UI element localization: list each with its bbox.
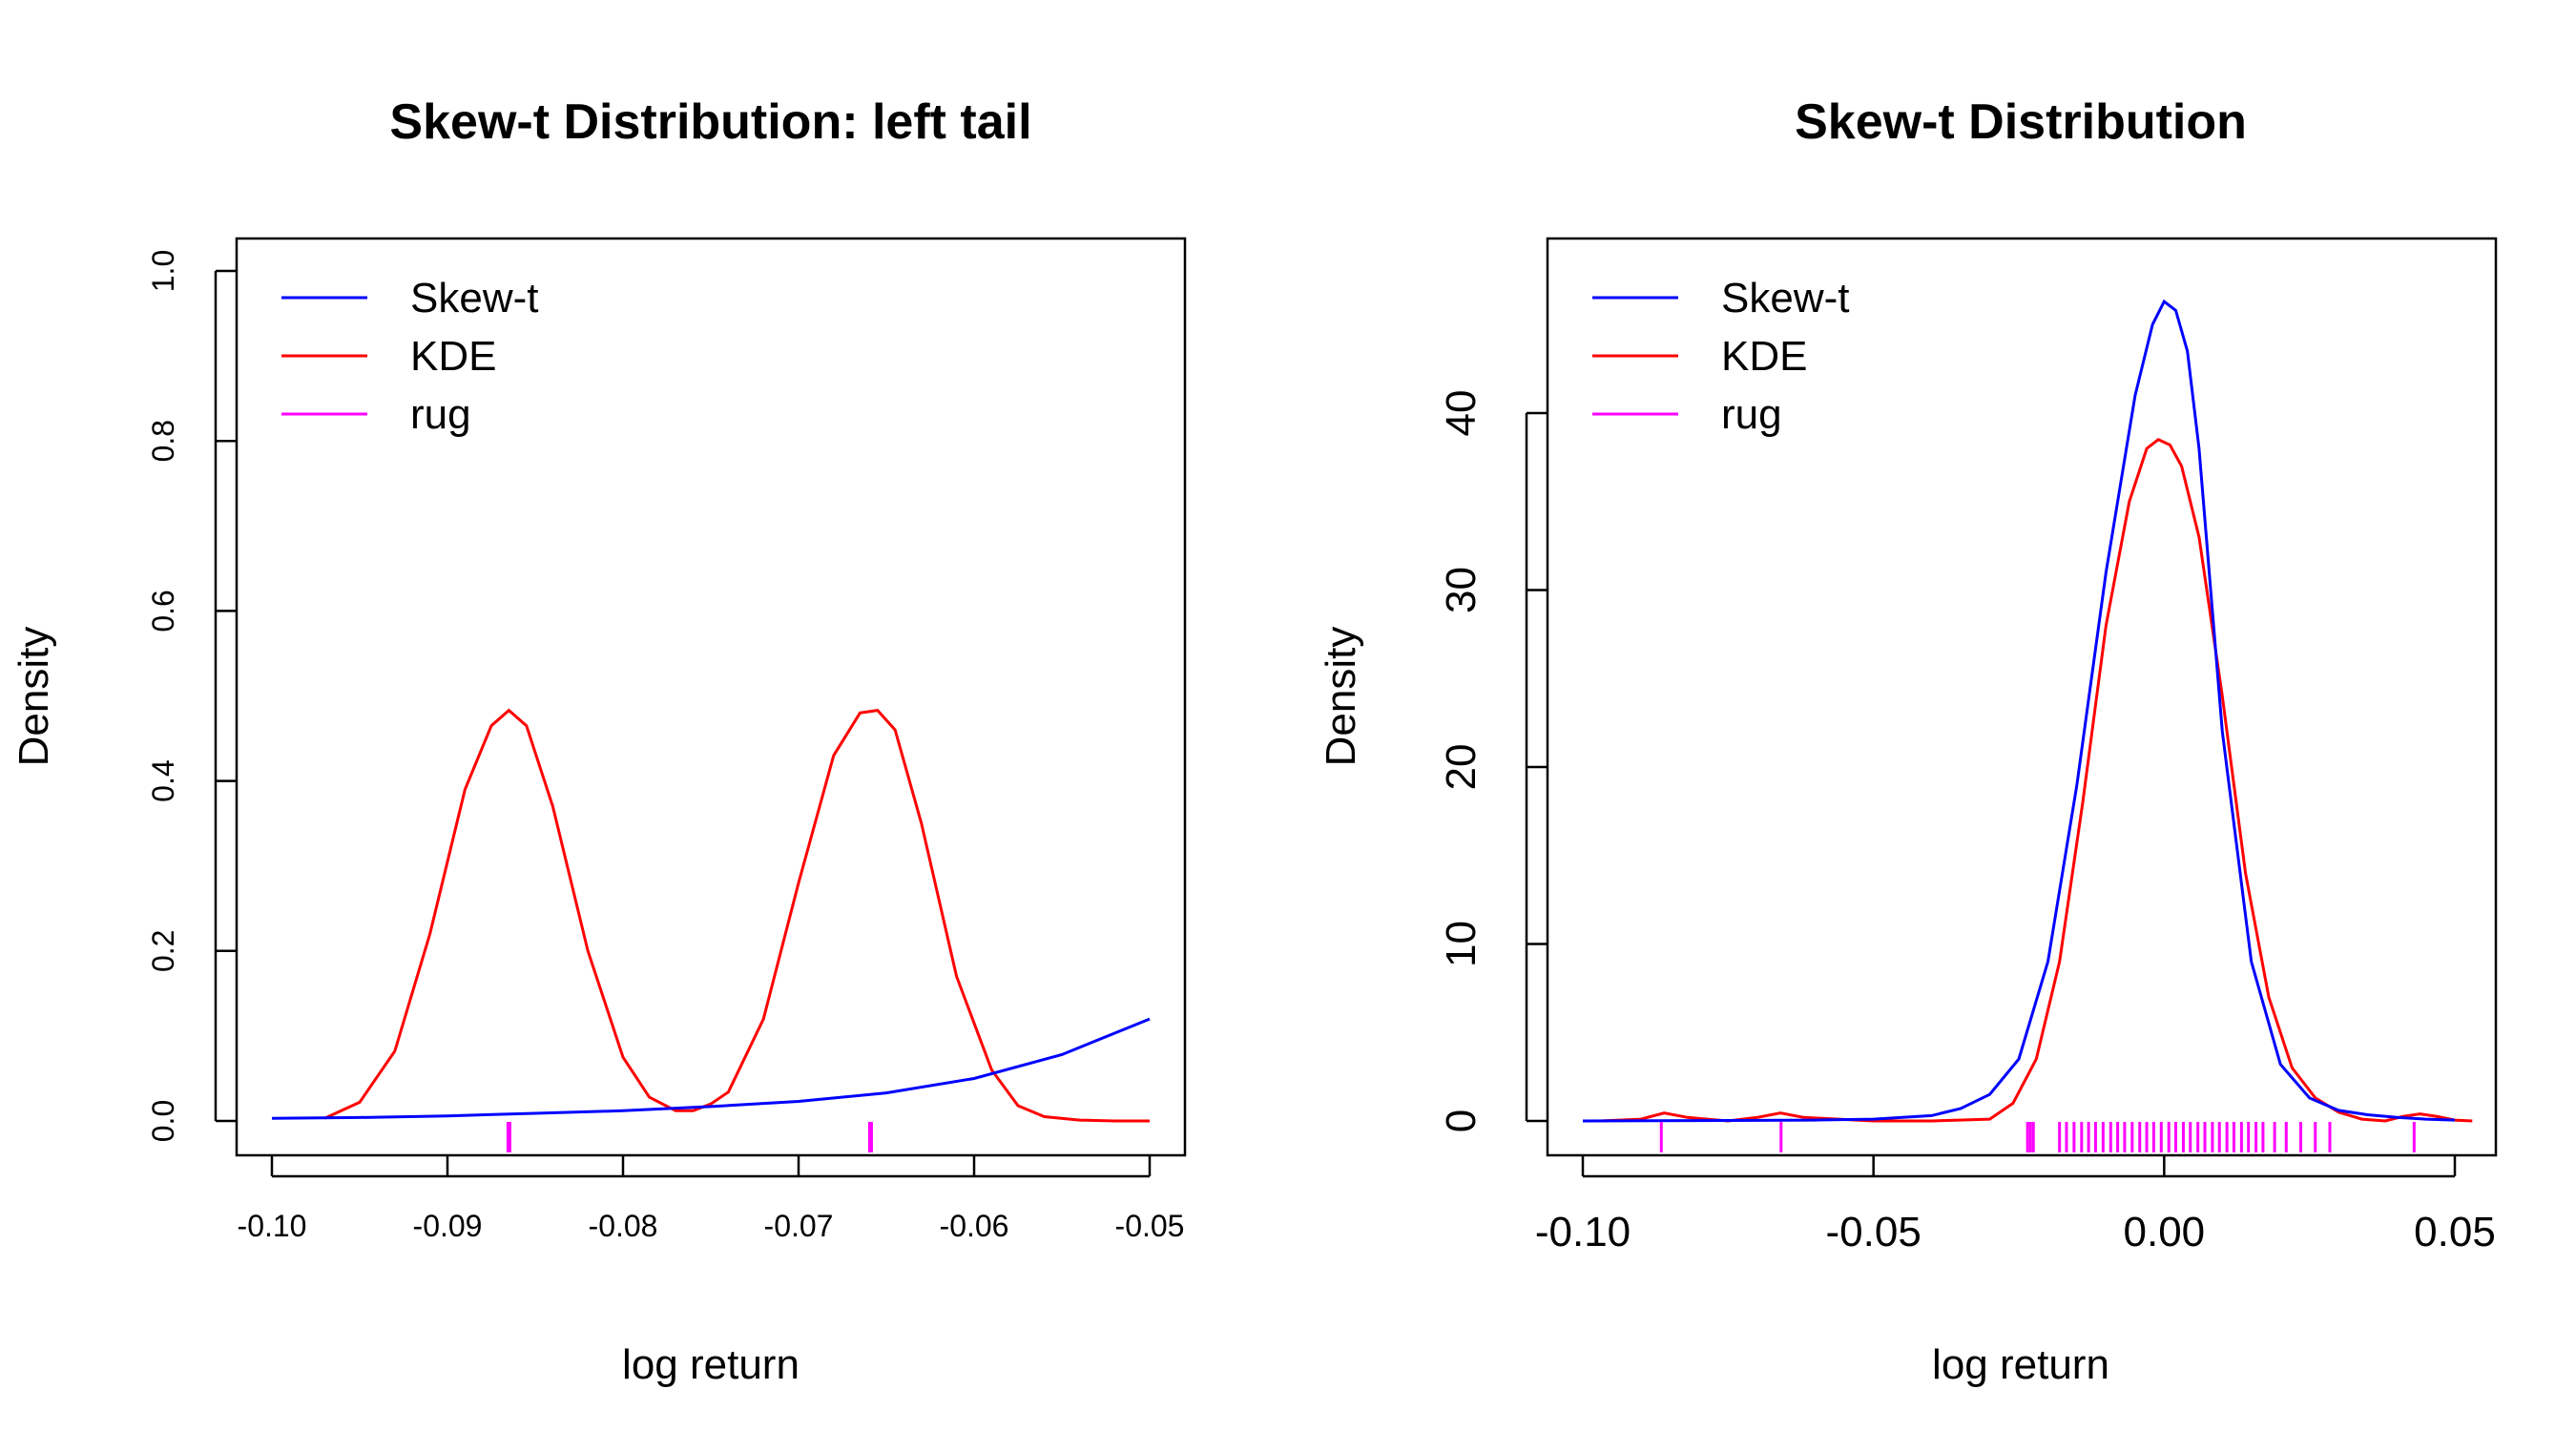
legend-label: rug bbox=[1721, 391, 1782, 438]
y-tick-label: 20 bbox=[1438, 744, 1485, 791]
x-tick-label: -0.07 bbox=[764, 1209, 834, 1243]
left-x-axis-label: log return bbox=[622, 1341, 800, 1388]
x-tick-label: -0.05 bbox=[1115, 1209, 1185, 1243]
kde-series-line bbox=[1600, 438, 2473, 1123]
right-rug-group bbox=[1659, 1122, 2416, 1152]
y-tick-label: 0.2 bbox=[146, 930, 180, 972]
right-plot-frame bbox=[1546, 237, 2498, 1157]
x-tick-label: -0.09 bbox=[413, 1209, 483, 1243]
x-tick-label: -0.10 bbox=[238, 1209, 307, 1243]
right-series-group bbox=[1582, 299, 2473, 1123]
legend-label: Skew-t bbox=[410, 275, 538, 321]
legend-label: Skew-t bbox=[1721, 275, 1849, 321]
left-plot-frame bbox=[235, 237, 1187, 1157]
x-tick-label: -0.08 bbox=[589, 1209, 658, 1243]
left-chart-title: Skew-t Distribution: left tail bbox=[389, 94, 1031, 150]
legend-label: KDE bbox=[410, 333, 496, 380]
left-legend: Skew-t KDE rug bbox=[281, 275, 538, 438]
y-tick-label: 0 bbox=[1438, 1110, 1485, 1132]
right-x-axis-label: log return bbox=[1932, 1341, 2109, 1388]
right-y-axis: 0 10 20 30 40 bbox=[1438, 390, 1548, 1132]
y-tick-label: 0.0 bbox=[146, 1100, 180, 1142]
y-tick-label: 40 bbox=[1438, 390, 1485, 437]
x-tick-label: -0.06 bbox=[940, 1209, 1009, 1243]
y-tick-label: 0.4 bbox=[146, 759, 180, 801]
left-x-axis: -0.10 -0.09 -0.08 -0.07 -0.06 -0.05 bbox=[238, 1155, 1185, 1243]
x-tick-label: 0.00 bbox=[2124, 1209, 2206, 1255]
x-tick-label: -0.05 bbox=[1826, 1209, 1922, 1255]
right-chart: Skew-t Distribution -0.10 -0.05 0.00 0.05 0… bbox=[1318, 94, 2498, 1388]
x-tick-label: -0.10 bbox=[1535, 1209, 1631, 1255]
y-tick-label: 30 bbox=[1438, 567, 1485, 613]
left-y-axis: 0.0 0.2 0.4 0.6 0.8 1.0 bbox=[146, 250, 237, 1142]
right-y-axis-label: Density bbox=[1318, 627, 1364, 767]
skew-t-series-line bbox=[271, 1017, 1151, 1120]
kde-series-line bbox=[323, 708, 1150, 1123]
right-chart-title: Skew-t Distribution bbox=[1795, 94, 2247, 150]
y-tick-label: 10 bbox=[1438, 921, 1485, 967]
legend-label: KDE bbox=[1721, 333, 1807, 380]
left-rug-group bbox=[506, 1122, 873, 1152]
y-tick-label: 0.8 bbox=[146, 420, 180, 462]
y-tick-label: 1.0 bbox=[146, 250, 180, 292]
legend-label: rug bbox=[410, 391, 471, 438]
skew-t-series-line bbox=[1582, 299, 2456, 1123]
right-x-axis: -0.10 -0.05 0.00 0.05 bbox=[1535, 1155, 2496, 1255]
y-tick-label: 0.6 bbox=[146, 590, 180, 632]
right-legend: Skew-t KDE rug bbox=[1592, 275, 1849, 438]
x-tick-label: 0.05 bbox=[2414, 1209, 2496, 1255]
left-chart: Skew-t Distribution: left tail -0.10 -0.0… bbox=[10, 94, 1187, 1388]
left-y-axis-label: Density bbox=[10, 627, 57, 767]
left-series-group bbox=[271, 708, 1151, 1123]
